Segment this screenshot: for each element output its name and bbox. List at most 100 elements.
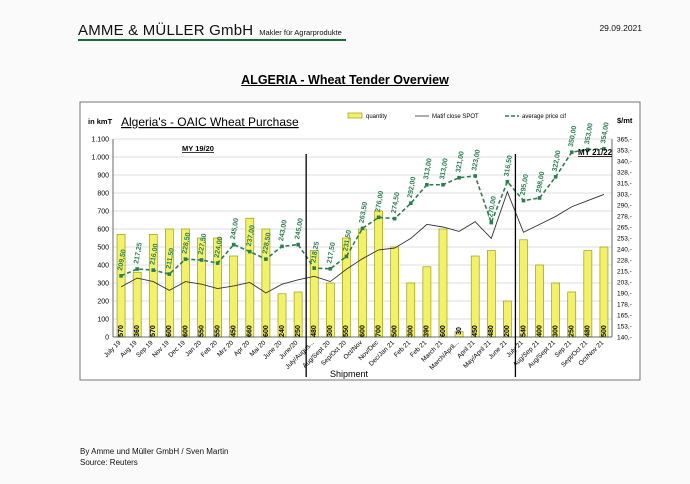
page-title: ALGERIA - Wheat Tender Overview: [241, 73, 449, 87]
y-tick-label: 1.000: [91, 155, 109, 162]
avg-price-point: [569, 150, 574, 154]
y2-tick-label: 190,-: [617, 291, 632, 298]
footer-source: Source: Reuters: [80, 458, 138, 467]
y2-tick-label: 328,-: [617, 170, 632, 177]
y2-tick-label: 240,-: [617, 247, 632, 254]
bar-value-label: 300: [327, 325, 334, 337]
bars: [116, 210, 609, 338]
brand-rule: [78, 39, 346, 41]
bar-value-label: 500: [392, 325, 399, 337]
avg-price-point: [376, 215, 381, 220]
avg-price-point: [425, 182, 429, 187]
y2-tick-label: 365,-: [617, 137, 632, 144]
y2-tick-label: 140,-: [617, 335, 632, 342]
avg-price-label: 313,00: [439, 158, 450, 180]
bar-value-label: 250: [295, 325, 302, 337]
avg-price-point: [505, 179, 510, 184]
bar-value-label: 550: [214, 325, 221, 337]
y-tick-label: 300: [97, 281, 109, 288]
legend-quantity-swatch: [347, 112, 363, 119]
avg-price-point: [135, 267, 139, 271]
y2-tick-label: 278,-: [617, 214, 632, 221]
avg-price-point: [344, 254, 349, 259]
avg-price-point: [183, 257, 188, 261]
bar-value-label: 570: [118, 325, 125, 337]
bar: [390, 246, 400, 338]
avg-price-point: [489, 220, 494, 225]
x-axis-label: Shipment: [330, 369, 369, 379]
y2-axis-label: $/mt: [617, 116, 633, 125]
bar-value-label: 600: [166, 325, 173, 337]
avg-price-label: 231,50: [342, 229, 353, 251]
y2-tick-label: 253,-: [617, 236, 632, 243]
avg-price-label: 245,00: [294, 218, 305, 240]
y-axis-label: in kmT: [88, 117, 113, 126]
avg-price-label: 316,50: [503, 155, 514, 177]
avg-price-label: 227,50: [198, 233, 209, 255]
legend: quantity Matif close SPOT average price …: [347, 112, 566, 120]
bar-value-label: 390: [424, 325, 431, 337]
y-tick-label: 800: [97, 191, 109, 198]
avg-price-point: [312, 266, 317, 270]
y2-tick-label: 303,-: [617, 192, 632, 199]
avg-price-point: [151, 268, 156, 272]
report-date: 29.09.2021: [599, 23, 642, 33]
avg-price-point: [360, 226, 365, 231]
bar-value-label: 200: [504, 325, 511, 337]
bar-value-label: 550: [343, 325, 350, 337]
avg-price-label: 292,00: [407, 176, 418, 198]
bar-value-label: 360: [134, 325, 141, 337]
bar-value-label: 600: [263, 325, 270, 337]
avg-price-point: [457, 175, 461, 180]
avg-price-point: [119, 274, 123, 278]
legend-quantity-label: quantity: [366, 114, 387, 120]
avg-price-point: [215, 261, 220, 265]
avg-price-point: [264, 257, 268, 261]
bar: [342, 237, 351, 338]
brand-subtitle: Makler für Agrarprodukte: [259, 28, 342, 37]
bar-value-label: 570: [150, 325, 157, 337]
y2-tick-label: 353,-: [617, 148, 632, 155]
bar: [599, 246, 609, 338]
avg-price-label: 354,00: [600, 122, 611, 144]
y2-tick-label: 215,-: [617, 269, 632, 276]
avg-price-point: [296, 242, 300, 247]
bar-value-label: 300: [553, 325, 560, 337]
avg-price-label: 218,25: [310, 241, 321, 263]
avg-price-point: [537, 196, 542, 200]
avg-price-label: 353,00: [584, 123, 595, 145]
avg-price-label: 276,00: [375, 190, 386, 212]
avg-price-label: 263,50: [359, 201, 370, 223]
legend-avg-label: average price cif: [522, 114, 566, 120]
avg-price-point: [167, 272, 172, 276]
bar-value-label: 480: [488, 325, 495, 337]
bar: [470, 255, 480, 338]
bar-value-label: 550: [198, 325, 205, 337]
avg-price-point: [602, 146, 606, 151]
bar-value-label: 600: [182, 325, 189, 337]
bar: [519, 239, 528, 338]
y2-tick-label: 165,-: [617, 313, 632, 320]
marketing-year-label-2122: MY 21/22: [578, 148, 613, 157]
bar: [374, 210, 383, 338]
avg-price-label: 243,00: [278, 219, 289, 241]
y2-tick-label: 178,-: [617, 302, 632, 309]
marketing-year-label-1920: MY 19/20: [182, 144, 214, 153]
bar-value-label: 300: [408, 325, 415, 337]
y2-tick-label: 340,-: [617, 159, 632, 166]
avg-price-label: 313,00: [423, 158, 434, 180]
bar: [358, 228, 367, 338]
avg-price-point: [199, 258, 204, 262]
bar-value-label: 240: [279, 325, 286, 337]
y-tick-label: 200: [97, 299, 109, 306]
bar-value-label: 30: [456, 327, 463, 335]
avg-price-label: 298,00: [536, 171, 547, 193]
avg-price-label: 270,00: [487, 196, 498, 218]
bar-value-label: 540: [520, 325, 527, 337]
y2-tick-label: 153,-: [617, 324, 632, 331]
avg-price-label: 216,00: [149, 243, 160, 265]
avg-price-label: 295,00: [520, 174, 531, 196]
avg-price-point: [408, 201, 413, 206]
